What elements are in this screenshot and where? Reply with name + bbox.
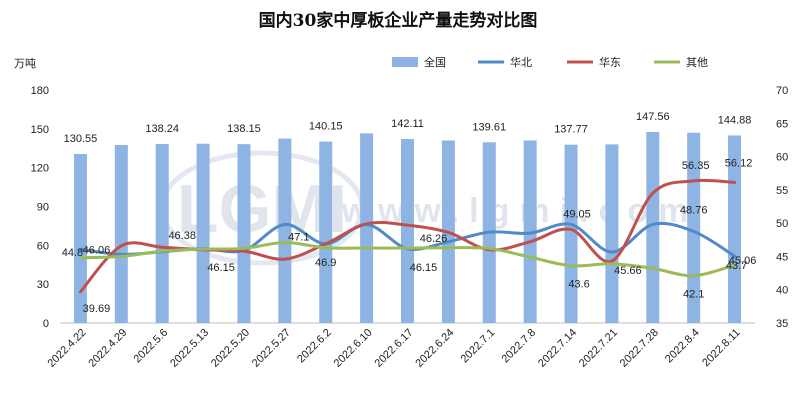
- line-data-label: 43.6: [568, 279, 589, 291]
- y-right-tick-label: 65: [776, 118, 788, 130]
- y-left-tick-label: 90: [37, 202, 49, 214]
- x-tick-label: 2022.7.1: [459, 327, 498, 366]
- bar: [605, 144, 619, 323]
- line-data-label: 44.8: [62, 247, 83, 259]
- y-left-tick-label: 0: [43, 318, 49, 330]
- chart-title: 国内30家中厚板企业产量走势对比图: [259, 10, 538, 31]
- bar-data-label: 130.55: [64, 133, 98, 145]
- x-tick-label: 2022.7.8: [499, 327, 538, 366]
- line-data-label: 46.15: [207, 262, 235, 274]
- bar: [564, 144, 578, 323]
- bar-data-label: 140.15: [309, 121, 343, 133]
- y-right-tick-label: 60: [776, 152, 788, 164]
- legend-label: 华北: [510, 55, 532, 69]
- y-left-tick-label: 120: [31, 163, 49, 175]
- line-data-label: 42.1: [683, 289, 704, 301]
- y-right-tick-label: 50: [776, 218, 788, 230]
- legend-label: 华东: [599, 55, 621, 69]
- line-data-label: 46.9: [315, 257, 336, 269]
- line-data-label: 45.06: [729, 255, 757, 267]
- bar-data-label: 139.61: [472, 121, 506, 133]
- legend-swatch: [392, 57, 418, 67]
- bar-data-label: 144.88: [718, 114, 752, 126]
- x-tick-label: 2022.6.17: [373, 327, 416, 370]
- bar: [319, 141, 333, 323]
- y-right-tick-label: 45: [776, 251, 788, 263]
- x-tick-label: 2022.8.4: [663, 327, 702, 366]
- line-data-label: 43.7: [726, 260, 747, 272]
- bar-data-label: 138.24: [145, 123, 179, 135]
- bar: [237, 144, 251, 323]
- line-data-label: 39.69: [83, 303, 111, 315]
- x-tick-label: 2022.5.27: [250, 327, 293, 370]
- line-data-label: 45.66: [614, 265, 642, 277]
- bar: [360, 133, 374, 323]
- line-data-label: 46.06: [83, 244, 111, 256]
- line-data-label: 47.1: [288, 231, 309, 243]
- data-labels: 130.55 138.24 138.15 140.15 142.11 139.61 137.…: [62, 111, 757, 315]
- x-tick-label: 2022.4.22: [45, 327, 88, 370]
- bar: [278, 138, 292, 323]
- y-left-tick-label: 60: [37, 240, 49, 252]
- x-tick-label: 2022.7.28: [618, 327, 661, 370]
- legend: 全国 华北 华东 其他: [392, 55, 708, 69]
- y-left-tick-label: 150: [31, 124, 49, 136]
- x-tick-label: 2022.6.2: [295, 327, 334, 366]
- bar: [196, 143, 210, 323]
- x-tick-label: 2022.5.20: [209, 327, 252, 370]
- bar: [401, 139, 414, 323]
- y-right-tick-label: 55: [776, 185, 788, 197]
- y-axis-unit-label: 万吨: [14, 57, 36, 70]
- x-tick-label: 2022.7.21: [577, 327, 620, 370]
- legend-label: 全国: [424, 55, 446, 69]
- bar: [646, 131, 660, 323]
- x-tick-label: 2022.7.14: [536, 327, 579, 370]
- y-left-tick-label: 180: [31, 85, 49, 97]
- line-data-label: 46.26: [420, 233, 448, 245]
- bar: [155, 144, 169, 323]
- y-right-tick-label: 35: [776, 318, 788, 330]
- line-data-label: 46.38: [168, 230, 196, 242]
- bar-data-label: 147.56: [636, 111, 670, 123]
- y-left-tick-label: 30: [37, 279, 49, 291]
- x-tick-label: 2022.5.6: [132, 327, 171, 366]
- x-tick-label: 2022.4.29: [86, 327, 129, 370]
- x-tick-label: 2022.8.11: [700, 327, 743, 370]
- x-tick-label: 2022.6.10: [332, 327, 375, 370]
- bar-data-label: 137.77: [554, 124, 588, 136]
- line-data-label: 56.35: [682, 160, 710, 172]
- y-right-tick-label: 40: [776, 285, 788, 297]
- x-tick-label: 2022.5.13: [168, 327, 211, 370]
- bar: [73, 154, 87, 323]
- line-data-label: 56.12: [725, 157, 753, 169]
- line-data-label: 46.15: [410, 262, 438, 274]
- line-data-label: 48.76: [680, 204, 708, 216]
- bar-data-label: 142.11: [391, 118, 424, 130]
- line-series: [78, 178, 737, 294]
- legend-label: 其他: [686, 56, 708, 69]
- line-data-label: 49.05: [563, 208, 591, 220]
- bar: [114, 145, 128, 323]
- x-tick-label: 2022.6.24: [413, 327, 456, 370]
- y-right-tick-label: 70: [776, 85, 788, 97]
- bar-data-label: 138.15: [227, 123, 261, 135]
- series-line-2: [78, 240, 737, 278]
